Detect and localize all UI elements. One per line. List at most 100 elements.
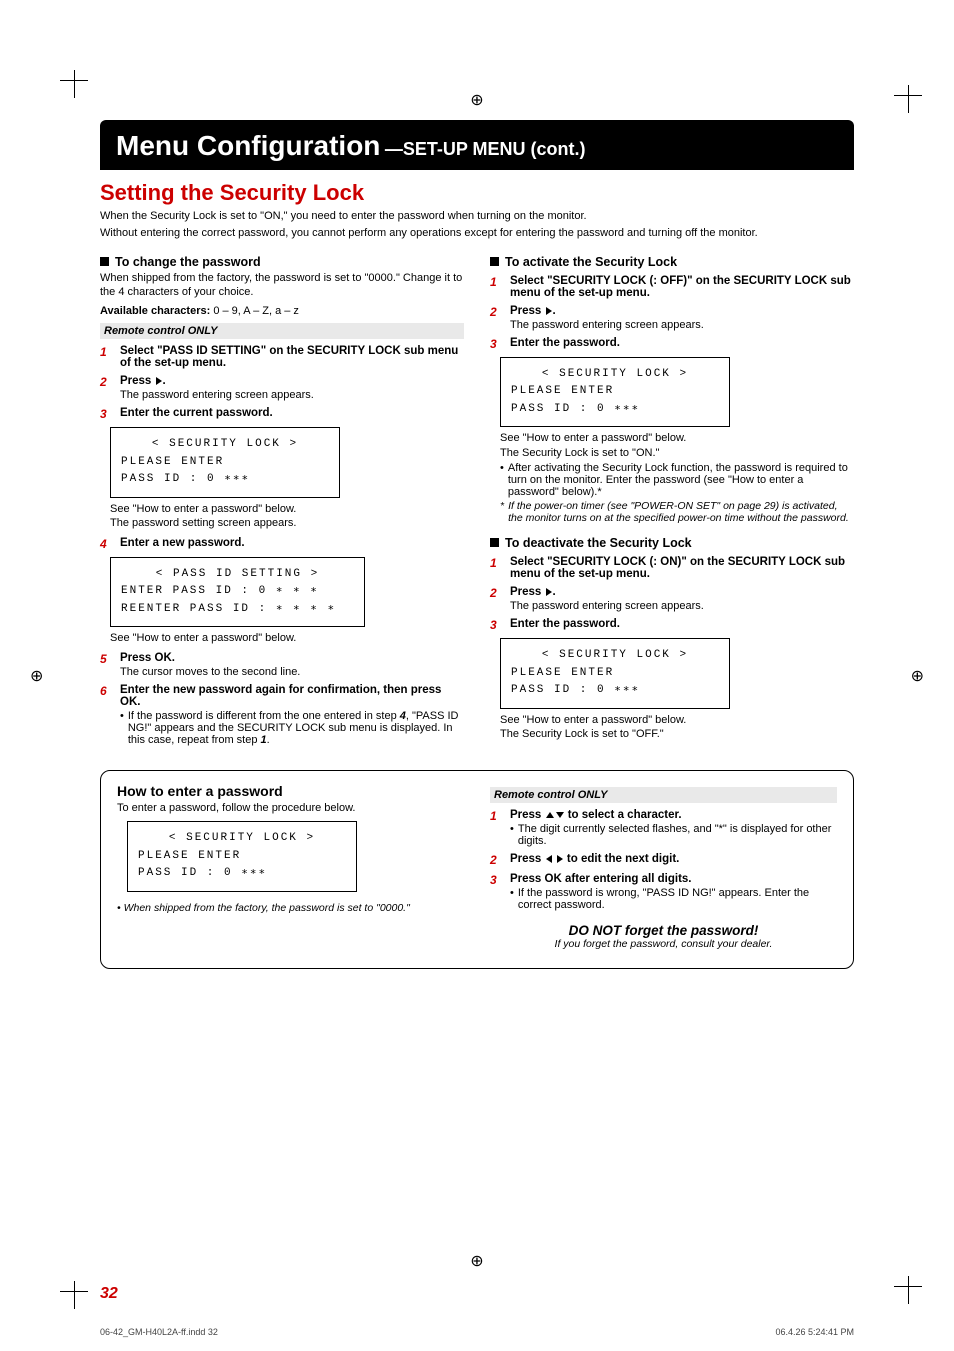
screen-mockup: < SECURITY LOCK > PLEASE ENTER PASS ID :… [500, 638, 730, 709]
paragraph: To enter a password, follow the procedur… [117, 801, 464, 815]
right-arrow-icon [546, 307, 552, 315]
step-text: Enter the new password again for confirm… [120, 684, 464, 708]
step-text-part: Press [510, 809, 545, 821]
warning-main: DO NOT forget the password! [569, 923, 759, 938]
step-number: 4 [100, 537, 112, 551]
sub-note: See "How to enter a password" below. [500, 431, 854, 445]
box-right-column: Remote control ONLY 1 Press to select a … [490, 783, 837, 950]
screen-title: < SECURITY LOCK > [138, 830, 346, 848]
step-number: 2 [100, 375, 112, 401]
banner-title: Menu Configuration [116, 130, 380, 161]
intro-text: When the Security Lock is set to "ON," y… [100, 209, 854, 223]
bullet-icon: • [510, 887, 514, 911]
footer-right: 06.4.26 5:24:41 PM [775, 1327, 854, 1337]
bullet-text: If the password is wrong, "PASS ID NG!" … [518, 887, 837, 911]
screen-title: < SECURITY LOCK > [511, 647, 719, 665]
box-heading: How to enter a password [117, 783, 464, 799]
sub-note: The Security Lock is set to "ON." [500, 446, 854, 460]
screen-line: PLEASE ENTER [138, 848, 346, 866]
left-arrow-icon [546, 855, 552, 863]
bullet-icon: • [117, 902, 124, 914]
footnote: *If the power-on timer (see "POWER-ON SE… [500, 500, 854, 524]
screen-mockup: < PASS ID SETTING > ENTER PASS ID : 0 ∗ … [110, 557, 365, 628]
square-bullet-icon [100, 257, 109, 266]
footer-left: 06-42_GM-H40L2A-ff.indd 32 [100, 1327, 218, 1337]
step-note: The password entering screen appears. [510, 600, 854, 612]
step-text: Select "PASS ID SETTING" on the SECURITY… [120, 345, 464, 369]
remote-only-bar: Remote control ONLY [490, 787, 837, 803]
avail-value: 0 – 9, A – Z, a – z [210, 305, 299, 317]
square-bullet-icon [490, 257, 499, 266]
step-number: 2 [490, 586, 502, 612]
footnote-star-icon: * [500, 500, 504, 524]
screen-mockup: < SECURITY LOCK > PLEASE ENTER PASS ID :… [127, 821, 357, 892]
step-number: 1 [490, 556, 502, 580]
subheading-activate: To activate the Security Lock [490, 255, 854, 269]
square-bullet-icon [490, 538, 499, 547]
screen-line: PASS ID : 0 ∗∗∗ [511, 682, 719, 700]
howto-box: How to enter a password To enter a passw… [100, 770, 854, 969]
print-footer: 06-42_GM-H40L2A-ff.indd 32 06.4.26 5:24:… [100, 1327, 854, 1337]
banner-subtitle: —SET-UP MENU (cont.) [385, 139, 586, 159]
bullet-text: If the password is different from the on… [128, 710, 400, 722]
step-text-part: to select a character. [565, 809, 682, 821]
screen-line: PLEASE ENTER [511, 383, 719, 401]
available-chars: Available characters: 0 – 9, A – Z, a – … [100, 305, 464, 317]
step-bullet: • If the password is different from the o… [120, 710, 464, 746]
registration-mark-icon: ⊕ [470, 90, 483, 110]
left-column: To change the password When shipped from… [100, 249, 464, 746]
step-text: Press to edit the next digit. [510, 853, 837, 865]
screen-line: PASS ID : 0 ∗∗∗ [121, 471, 329, 489]
bullet-icon: • [510, 823, 514, 847]
step-text-part: . [553, 305, 556, 317]
step-text-part: Press [120, 375, 155, 387]
sub-note: See "How to enter a password" below. [500, 713, 854, 727]
step-text-part: Press [510, 853, 545, 865]
screen-mockup: < SECURITY LOCK > PLEASE ENTER PASS ID :… [110, 427, 340, 498]
step-text: Press OK after entering all digits. [510, 873, 837, 885]
screen-line: PLEASE ENTER [511, 665, 719, 683]
bullet-icon: • [120, 710, 124, 746]
note-text: When shipped from the factory, the passw… [124, 902, 410, 914]
screen-line: PASS ID : 0 ∗∗∗ [511, 401, 719, 419]
screen-title: < SECURITY LOCK > [511, 366, 719, 384]
box-left-column: How to enter a password To enter a passw… [117, 783, 464, 950]
step-text-part: to edit the next digit. [564, 853, 680, 865]
section-heading: Setting the Security Lock [100, 180, 854, 206]
step-bullet: •The digit currently selected flashes, a… [510, 823, 837, 847]
step-text: Select "SECURITY LOCK (: ON)" on the SEC… [510, 556, 854, 580]
right-arrow-icon [546, 588, 552, 596]
step-number: 2 [490, 853, 502, 867]
step-text-part: Press [510, 586, 545, 598]
sub-note: See "How to enter a password" below. [110, 502, 464, 516]
bullet-text: After activating the Security Lock funct… [508, 462, 854, 498]
sub-note: The password setting screen appears. [110, 516, 464, 530]
step-number: 1 [490, 275, 502, 299]
step-number: 3 [490, 337, 502, 351]
step-text-part: . [163, 375, 166, 387]
step-number: 6 [100, 684, 112, 746]
step-number: 2 [490, 305, 502, 331]
step-text: Press OK. [120, 652, 464, 664]
step-number: 3 [100, 407, 112, 421]
step-text: Select "SECURITY LOCK (: OFF)" on the SE… [510, 275, 854, 299]
screen-line: REENTER PASS ID : ∗ ∗ ∗ ∗ [121, 601, 354, 619]
step-text: Enter the password. [510, 618, 854, 630]
step-bullet: •After activating the Security Lock func… [500, 462, 854, 498]
page-number-row: 32 [100, 1285, 854, 1303]
step-bullet: •If the password is wrong, "PASS ID NG!"… [510, 887, 837, 911]
sub-note: See "How to enter a password" below. [110, 631, 464, 645]
step-text: Enter a new password. [120, 537, 464, 549]
screen-line: PLEASE ENTER [121, 454, 329, 472]
registration-mark-icon: ⊕ [911, 666, 924, 686]
step-note: The password entering screen appears. [510, 319, 854, 331]
remote-only-bar: Remote control ONLY [100, 323, 464, 339]
subheading-deactivate: To deactivate the Security Lock [490, 536, 854, 550]
step-text: Enter the current password. [120, 407, 464, 419]
sub-note: The Security Lock is set to "OFF." [500, 727, 854, 741]
warning-sub: If you forget the password, consult your… [490, 938, 837, 950]
subheading-text: To deactivate the Security Lock [505, 536, 692, 550]
page-number: 32 [100, 1285, 118, 1303]
step-note: The password entering screen appears. [120, 389, 464, 401]
paragraph: When shipped from the factory, the passw… [100, 271, 464, 300]
